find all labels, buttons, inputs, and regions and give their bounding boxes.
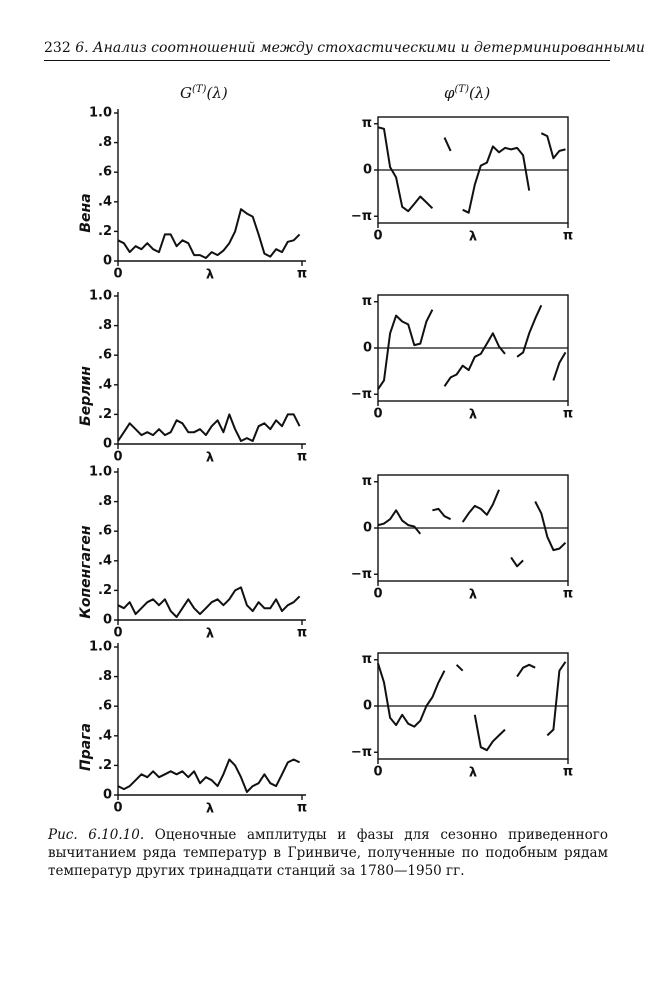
y-tick-label: .4 [98,553,112,568]
y-tick-label: π [362,474,372,489]
y-tick-label: −π [351,567,372,582]
y-tick-label: 1.0 [89,465,112,480]
x-tick-label: 0 [373,765,382,780]
superscript: (T) [454,84,469,95]
data-line [117,758,301,793]
data-line [117,586,301,618]
data-line [377,126,566,214]
y-tick-label: .8 [98,669,112,684]
x-tick-label: 0 [113,450,122,465]
y-axis-label: Прага [78,723,94,771]
x-axis-label: λ [469,588,477,603]
y-tick-label: 0 [103,254,112,269]
caption: Рис. 6.10.10. Оценочные амплитуды и фазы… [48,826,608,880]
y-tick-label: −π [351,387,372,402]
y-tick-label: .2 [98,407,112,422]
y-tick-label: 0 [363,341,372,356]
x-tick-label: π [297,267,307,282]
column-title: G(T)(λ) [180,84,228,102]
y-tick-label: .2 [98,224,112,239]
y-axis-label: Вена [78,193,94,232]
caption-text: Оценочные амплитуды и фазы для сезонно п… [48,827,609,879]
y-tick-label: 0 [363,699,372,714]
y-tick-label: .6 [98,524,112,539]
x-tick-label: 0 [373,587,382,602]
page-number: 232 [44,40,71,56]
data-line [377,304,567,390]
y-tick-label: 1.0 [89,289,112,304]
header: 232 6. Анализ соотношений между стохасти… [44,40,650,61]
x-tick-label: 0 [113,267,122,282]
x-tick-label: π [297,450,307,465]
y-tick-label: 0 [103,437,112,452]
x-tick-label: π [563,407,573,422]
x-tick-label: π [563,229,573,244]
x-tick-label: π [297,801,307,816]
y-tick-label: π [362,652,372,667]
y-tick-label: 0 [103,788,112,803]
y-tick-label: .8 [98,318,112,333]
y-axis-label: Берлин [78,366,94,426]
x-tick-label: π [297,626,307,641]
x-axis-label: λ [469,230,477,245]
data-line [377,489,567,568]
data-line [117,413,301,442]
x-axis-label: λ [206,451,214,466]
x-axis-label: λ [469,408,477,423]
y-tick-label: π [362,294,372,309]
x-axis-label: λ [469,766,477,781]
data-line [117,208,301,259]
x-tick-label: 0 [373,229,382,244]
x-tick-label: π [563,765,573,780]
y-tick-label: 0 [363,163,372,178]
caption-label: Рис. 6.10.10. [48,827,145,843]
y-tick-label: π [362,116,372,131]
symbol: G [180,84,192,102]
y-tick-label: 0 [363,521,372,536]
y-tick-label: 1.0 [89,640,112,655]
y-tick-label: −π [351,745,372,760]
y-tick-label: 0 [103,613,112,628]
x-tick-label: 0 [113,626,122,641]
y-tick-label: .2 [98,583,112,598]
y-tick-label: .6 [98,699,112,714]
x-axis-label: λ [206,268,214,283]
y-tick-label: .8 [98,494,112,509]
data-line [377,661,567,752]
running-title: 6. Анализ соотношений между стохастическ… [75,40,650,56]
y-tick-label: −π [351,209,372,224]
x-axis-label: λ [206,627,214,642]
y-tick-label: .6 [98,348,112,363]
y-tick-label: 1.0 [89,106,112,121]
argument: (λ) [469,84,491,102]
argument: (λ) [206,84,228,102]
y-tick-label: .2 [98,758,112,773]
y-tick-label: .6 [98,165,112,180]
x-axis-label: λ [206,802,214,817]
x-tick-label: 0 [373,407,382,422]
column-title: φ(T)(λ) [444,84,490,102]
y-tick-label: .8 [98,135,112,150]
y-axis-label: Копенгаген [78,525,94,618]
superscript: (T) [191,84,207,95]
y-tick-label: .4 [98,194,112,209]
y-tick-label: .4 [98,377,112,392]
x-tick-label: 0 [113,801,122,816]
y-tick-label: .4 [98,728,112,743]
symbol: φ [444,84,455,102]
x-tick-label: π [563,587,573,602]
